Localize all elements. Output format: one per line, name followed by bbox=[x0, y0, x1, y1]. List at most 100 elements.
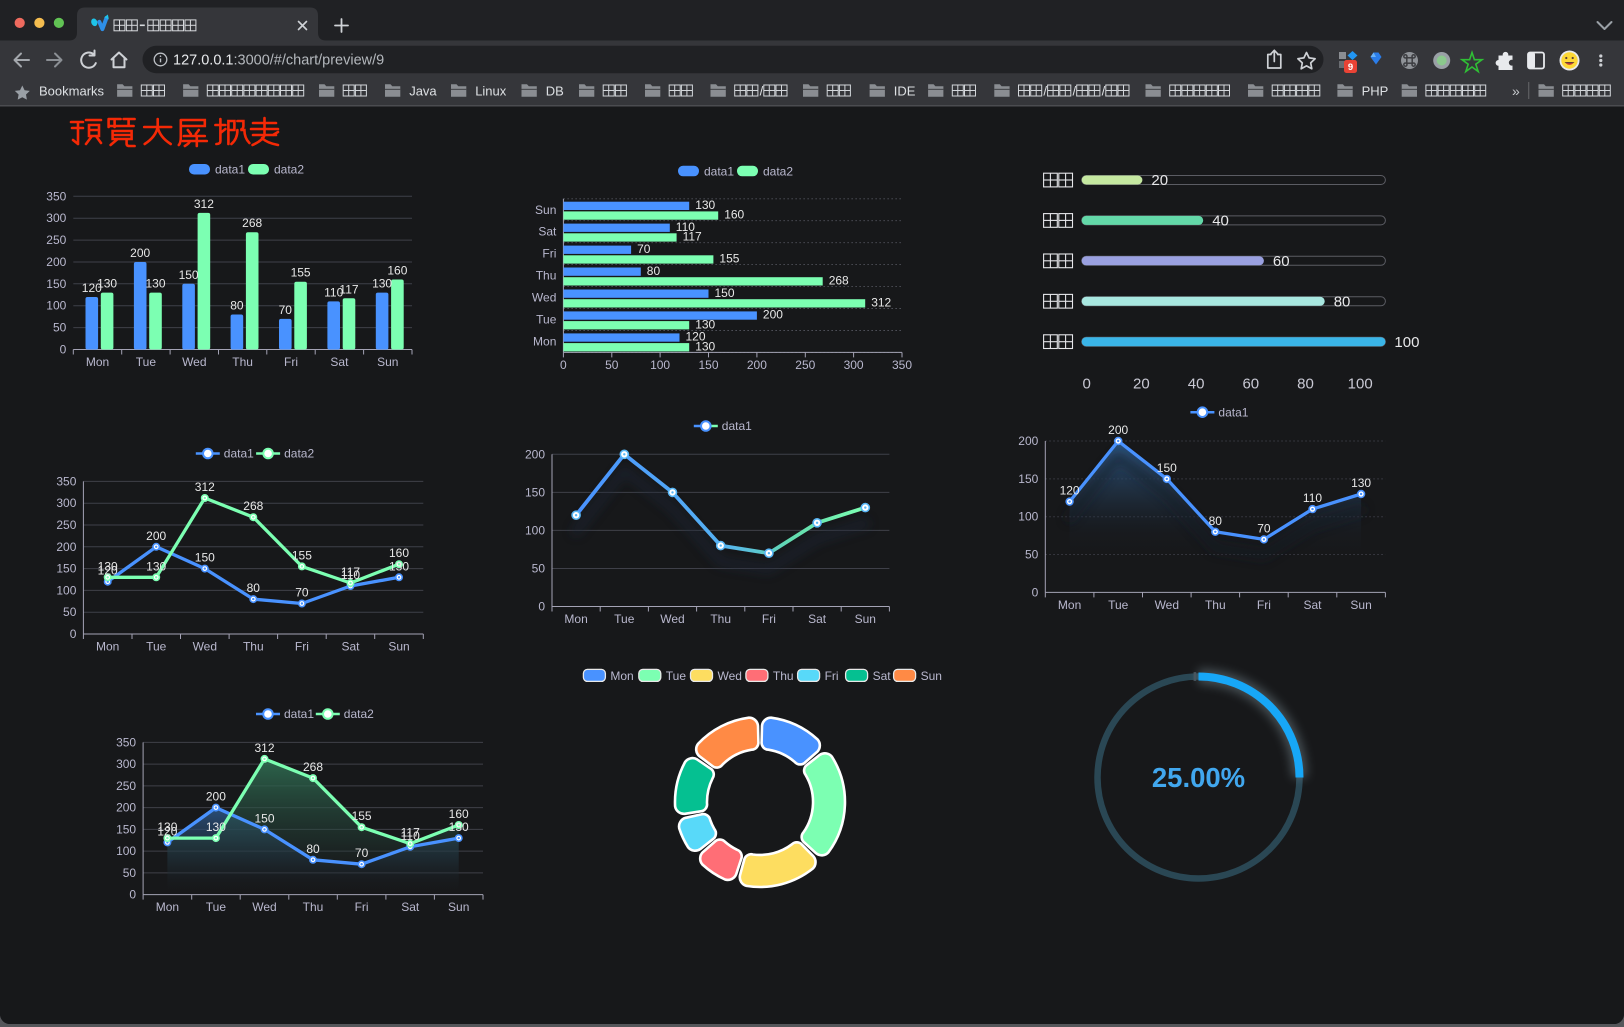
svg-text:Mon: Mon bbox=[86, 355, 109, 369]
svg-text:Wed: Wed bbox=[182, 355, 206, 369]
svg-text:Sat: Sat bbox=[401, 900, 420, 914]
svg-text:data2: data2 bbox=[274, 163, 304, 177]
svg-text:Thu: Thu bbox=[773, 669, 794, 683]
svg-text:350: 350 bbox=[892, 358, 912, 372]
svg-text:Mon: Mon bbox=[533, 334, 556, 348]
svg-text:130: 130 bbox=[449, 820, 469, 834]
svg-text:130: 130 bbox=[695, 339, 715, 353]
svg-text:Sun: Sun bbox=[377, 355, 398, 369]
svg-text:Wed: Wed bbox=[193, 640, 217, 654]
svg-text:PHP: PHP bbox=[1362, 83, 1389, 98]
svg-text:Fri: Fri bbox=[295, 640, 309, 654]
svg-text:200: 200 bbox=[146, 529, 166, 543]
svg-text:Linux: Linux bbox=[475, 83, 507, 98]
svg-text:80: 80 bbox=[1334, 294, 1351, 311]
svg-text:Sat: Sat bbox=[1303, 598, 1322, 612]
svg-text:200: 200 bbox=[130, 246, 150, 260]
svg-text:200: 200 bbox=[525, 447, 545, 461]
svg-text:100: 100 bbox=[650, 358, 670, 372]
svg-text:160: 160 bbox=[387, 264, 407, 278]
svg-text:120: 120 bbox=[98, 564, 118, 578]
svg-text:150: 150 bbox=[715, 286, 735, 300]
svg-text:80: 80 bbox=[306, 842, 320, 856]
svg-text:data1: data1 bbox=[215, 163, 245, 177]
svg-text:Fri: Fri bbox=[825, 669, 839, 683]
svg-text:Fri: Fri bbox=[1257, 598, 1271, 612]
svg-text:80: 80 bbox=[647, 264, 661, 278]
svg-text:Tue: Tue bbox=[206, 900, 227, 914]
svg-text:50: 50 bbox=[63, 605, 77, 619]
svg-text:Java: Java bbox=[409, 83, 437, 98]
svg-text:Mon: Mon bbox=[610, 669, 633, 683]
svg-text:200: 200 bbox=[1018, 434, 1038, 448]
svg-text:Wed: Wed bbox=[718, 669, 742, 683]
svg-text:150: 150 bbox=[179, 268, 199, 282]
svg-text:200: 200 bbox=[56, 540, 76, 554]
svg-text:Thu: Thu bbox=[243, 640, 264, 654]
svg-text:155: 155 bbox=[291, 266, 311, 280]
svg-text:160: 160 bbox=[724, 208, 744, 222]
svg-text:120: 120 bbox=[686, 330, 706, 344]
svg-text:/: / bbox=[1043, 83, 1047, 98]
svg-text:300: 300 bbox=[116, 757, 136, 771]
svg-text:150: 150 bbox=[1018, 472, 1038, 486]
svg-text:/: / bbox=[1102, 83, 1106, 98]
svg-text:»: » bbox=[1512, 83, 1520, 99]
svg-text:Thu: Thu bbox=[710, 612, 731, 626]
svg-text:Tue: Tue bbox=[146, 640, 167, 654]
svg-text:200: 200 bbox=[206, 790, 226, 804]
svg-text:150: 150 bbox=[46, 277, 66, 291]
svg-text:Fri: Fri bbox=[355, 900, 369, 914]
svg-text:130: 130 bbox=[372, 277, 392, 291]
svg-text:50: 50 bbox=[53, 321, 67, 335]
svg-text:250: 250 bbox=[116, 779, 136, 793]
svg-text:Thu: Thu bbox=[232, 355, 253, 369]
svg-text:155: 155 bbox=[352, 809, 372, 823]
svg-text:110: 110 bbox=[676, 220, 695, 234]
svg-text:Tue: Tue bbox=[666, 669, 687, 683]
svg-text:DB: DB bbox=[546, 83, 564, 98]
svg-text:0: 0 bbox=[1032, 585, 1039, 599]
svg-text:Tue: Tue bbox=[136, 355, 157, 369]
svg-text:268: 268 bbox=[243, 499, 263, 513]
svg-text:200: 200 bbox=[116, 801, 136, 815]
svg-text:200: 200 bbox=[1108, 423, 1128, 437]
svg-text:Wed: Wed bbox=[532, 291, 556, 305]
svg-text:Tue: Tue bbox=[536, 313, 557, 327]
svg-text:130: 130 bbox=[145, 277, 165, 291]
svg-text:Wed: Wed bbox=[252, 900, 276, 914]
svg-text:100: 100 bbox=[46, 299, 66, 313]
svg-text:100: 100 bbox=[1394, 334, 1419, 351]
svg-text:0: 0 bbox=[538, 600, 545, 614]
svg-text:350: 350 bbox=[56, 474, 76, 488]
svg-text:150: 150 bbox=[116, 822, 136, 836]
svg-text:50: 50 bbox=[605, 358, 619, 372]
svg-text:117: 117 bbox=[401, 826, 420, 840]
svg-text:250: 250 bbox=[795, 358, 815, 372]
svg-text:0: 0 bbox=[560, 358, 567, 372]
svg-text:130: 130 bbox=[695, 198, 715, 212]
svg-text:0: 0 bbox=[70, 627, 77, 641]
svg-text:Mon: Mon bbox=[156, 900, 179, 914]
svg-text:155: 155 bbox=[292, 548, 312, 562]
svg-text:300: 300 bbox=[46, 211, 66, 225]
svg-text:25.00%: 25.00% bbox=[1152, 762, 1245, 793]
svg-text:150: 150 bbox=[525, 485, 545, 499]
svg-text:60: 60 bbox=[1242, 376, 1259, 393]
svg-text:Sat: Sat bbox=[873, 669, 892, 683]
svg-text:0: 0 bbox=[60, 343, 67, 357]
svg-text:130: 130 bbox=[389, 559, 409, 573]
svg-text:117: 117 bbox=[341, 565, 360, 579]
svg-text:60: 60 bbox=[1273, 253, 1290, 270]
svg-text:IDE: IDE bbox=[894, 83, 916, 98]
svg-text:Wed: Wed bbox=[1155, 598, 1179, 612]
svg-text:312: 312 bbox=[194, 197, 214, 211]
svg-text:/: / bbox=[760, 83, 764, 98]
svg-text:Sun: Sun bbox=[855, 612, 876, 626]
svg-text:Thu: Thu bbox=[536, 269, 557, 283]
svg-text:130: 130 bbox=[146, 559, 166, 573]
svg-text:130: 130 bbox=[98, 559, 118, 573]
svg-text:150: 150 bbox=[195, 551, 215, 565]
svg-text:312: 312 bbox=[871, 296, 891, 310]
svg-text:110: 110 bbox=[324, 285, 343, 299]
